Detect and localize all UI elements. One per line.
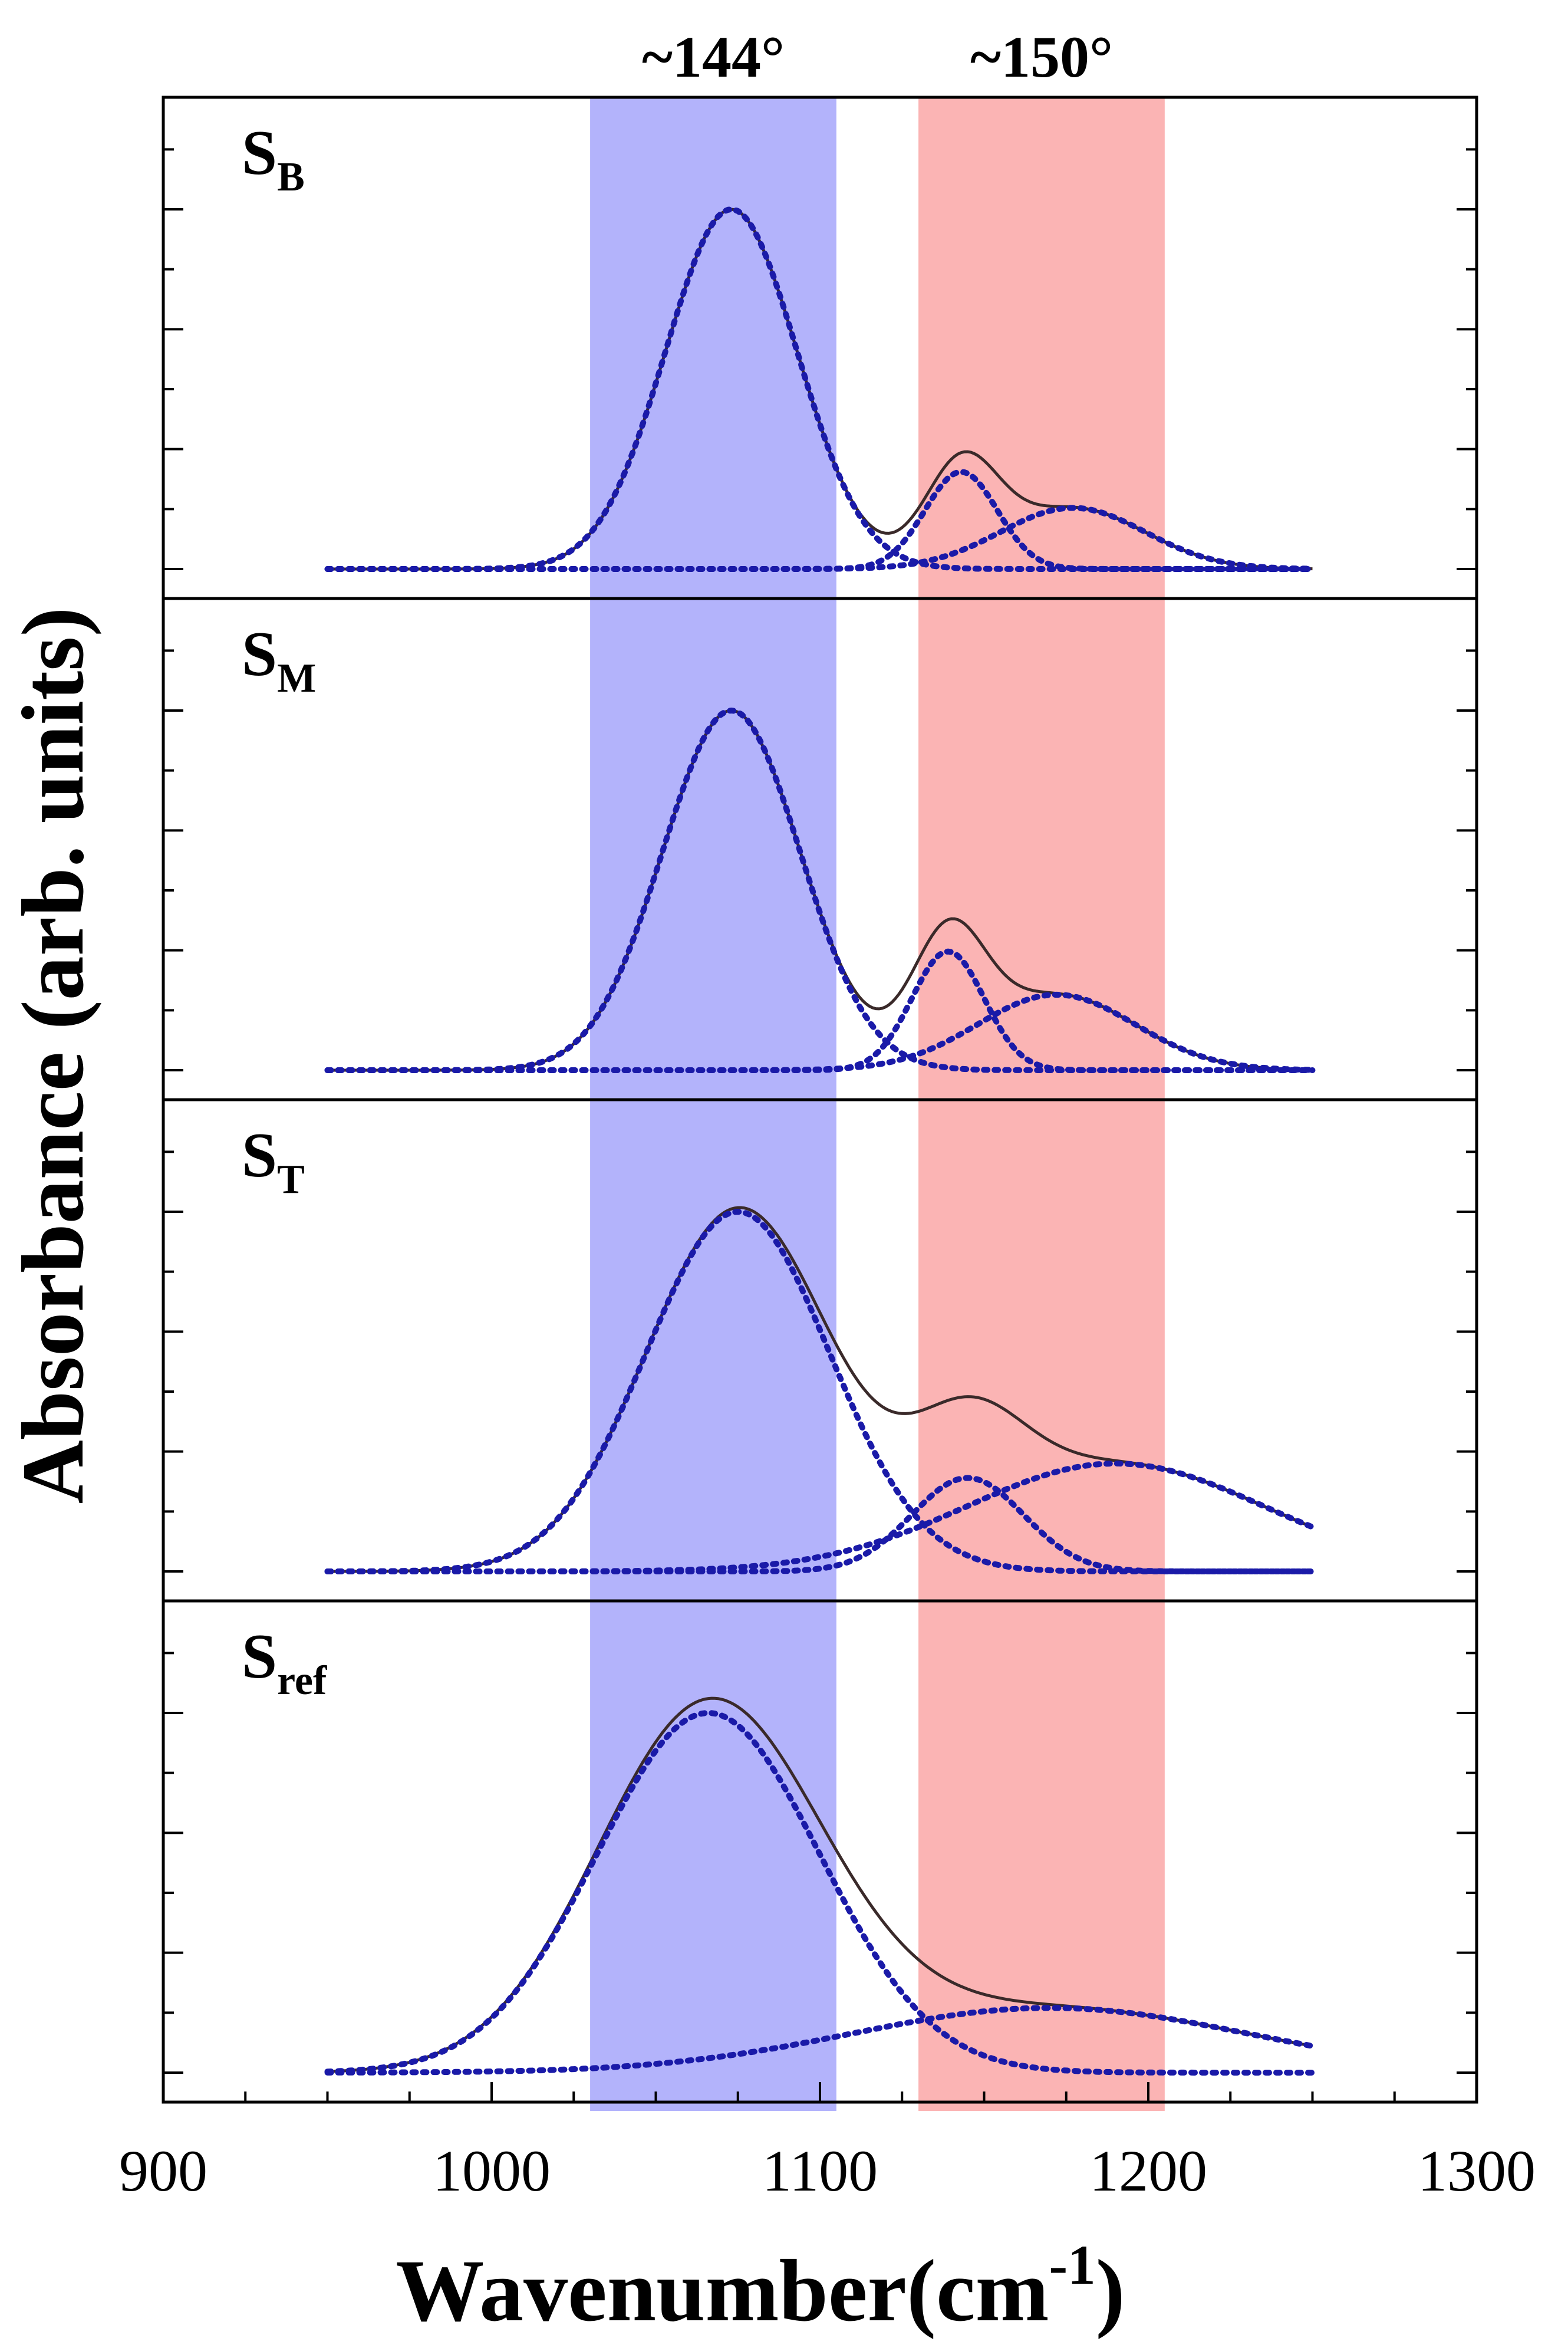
panel-label-main: S [242, 1622, 277, 1692]
y-axis-title: Absorbance (arb. units) [4, 607, 102, 1504]
fit-component-3-panel-2 [324, 991, 1316, 1073]
panel-label-4: Sref [242, 1622, 327, 1704]
x-tick-label-1300: 1300 [1418, 2138, 1536, 2204]
highlight-band-2 [918, 97, 1165, 2111]
fit-component-2-panel-4 [324, 2005, 1316, 2076]
x-axis-title: Wavenumber(cm-1) [396, 2234, 1125, 2340]
panel-label-2: SM [242, 619, 316, 701]
panel-label-main: S [242, 619, 277, 689]
x-tick-label-900: 900 [119, 2138, 207, 2204]
x-tick-labels: 900 1000 1100 1200 1300 [119, 2138, 1536, 2204]
panel-label-3: ST [242, 1120, 305, 1202]
x-axis-title-main: Wavenumber(cm [396, 2242, 1049, 2340]
x-axis-title-superscript: -1 [1049, 2234, 1096, 2296]
panel-frames [162, 96, 1478, 2104]
panel-label-subscript: B [277, 154, 305, 200]
panel-label-main: S [242, 1120, 277, 1191]
highlight-band-1 [590, 97, 836, 2111]
fit-component-1-panel-4 [324, 1709, 1316, 2076]
x-tick-label-1100: 1100 [762, 2138, 878, 2204]
fit-component-3-panel-3 [324, 1461, 1316, 1574]
highlight-band-label-1: ~144° [642, 24, 785, 90]
panel-label-main: S [242, 118, 277, 188]
panel-label-subscript: T [277, 1157, 305, 1202]
panel-label-1: SB [242, 118, 305, 200]
spectra-curves [324, 206, 1316, 2076]
fit-component-3-panel-1 [324, 505, 1316, 572]
x-axis-title-end: ) [1096, 2242, 1125, 2340]
panel-label-subscript: M [277, 656, 316, 701]
x-tick-label-1000: 1000 [433, 2138, 551, 2204]
highlight-band-label-2: ~150° [970, 24, 1113, 90]
x-tick-label-1200: 1200 [1089, 2138, 1207, 2204]
axis-ticks [162, 148, 1478, 2102]
highlight-bands [590, 97, 1165, 2111]
highlight-band-labels: ~144° ~150° [642, 24, 1113, 90]
panel-label-subscript: ref [277, 1658, 327, 1704]
